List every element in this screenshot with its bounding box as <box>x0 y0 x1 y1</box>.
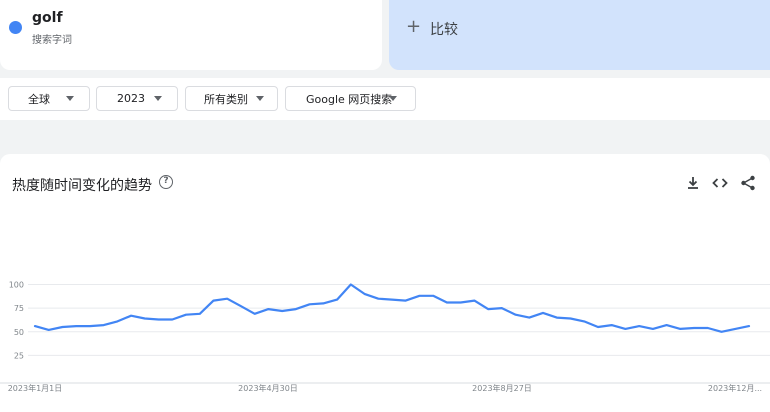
x-tick-label: 2023年8月27日 <box>472 383 532 393</box>
plus-icon: + <box>406 16 422 37</box>
series-color-dot <box>9 21 22 34</box>
category-filter-dropdown[interactable]: 所有类别 <box>185 86 278 111</box>
chevron-down-icon <box>154 96 162 101</box>
chevron-down-icon <box>66 96 74 101</box>
chevron-down-icon <box>256 96 264 101</box>
region-filter-label: 全球 <box>28 92 50 106</box>
time-filter-label: 2023 <box>117 92 145 105</box>
search-term-name: golf <box>32 10 63 26</box>
x-tick-label: 2023年4月30日 <box>238 383 298 393</box>
filter-bar: 全球 2023 所有类别 Google 网页搜索 <box>0 78 770 120</box>
x-tick-label: 2023年12月... <box>708 383 762 393</box>
share-icon[interactable] <box>739 174 757 192</box>
download-icon[interactable] <box>684 174 702 192</box>
category-filter-label: 所有类别 <box>204 92 248 106</box>
source-filter-dropdown[interactable]: Google 网页搜索 <box>285 86 416 111</box>
search-term-subtitle: 搜索字词 <box>32 35 72 46</box>
search-term-card[interactable]: golf 搜索字词 <box>0 0 382 70</box>
chart-title: 热度随时间变化的趋势 <box>12 178 152 194</box>
embed-icon[interactable] <box>711 174 729 192</box>
trend-line-chart: 100 75 50 25 2023年1月1日 2023年4月30日 2023年8月27日 2… <box>0 281 770 393</box>
x-tick-label: 2023年1月1日 <box>8 383 63 393</box>
help-icon[interactable]: ? <box>159 175 173 189</box>
y-tick-label: 100 <box>9 281 24 290</box>
compare-button[interactable]: + 比较 <box>389 0 770 70</box>
series-line-golf <box>33 283 751 333</box>
y-tick-label: 25 <box>14 351 24 360</box>
source-filter-label: Google 网页搜索 <box>306 92 393 106</box>
region-filter-dropdown[interactable]: 全球 <box>8 86 90 111</box>
y-tick-label: 75 <box>14 304 24 313</box>
compare-label: 比较 <box>430 22 458 38</box>
y-tick-label: 50 <box>14 328 24 337</box>
interest-over-time-card: 热度随时间变化的趋势 ? 100 75 50 25 2023年1月1日 2023年4月3… <box>0 154 770 412</box>
chevron-down-icon <box>389 96 397 101</box>
time-filter-dropdown[interactable]: 2023 <box>96 86 178 111</box>
